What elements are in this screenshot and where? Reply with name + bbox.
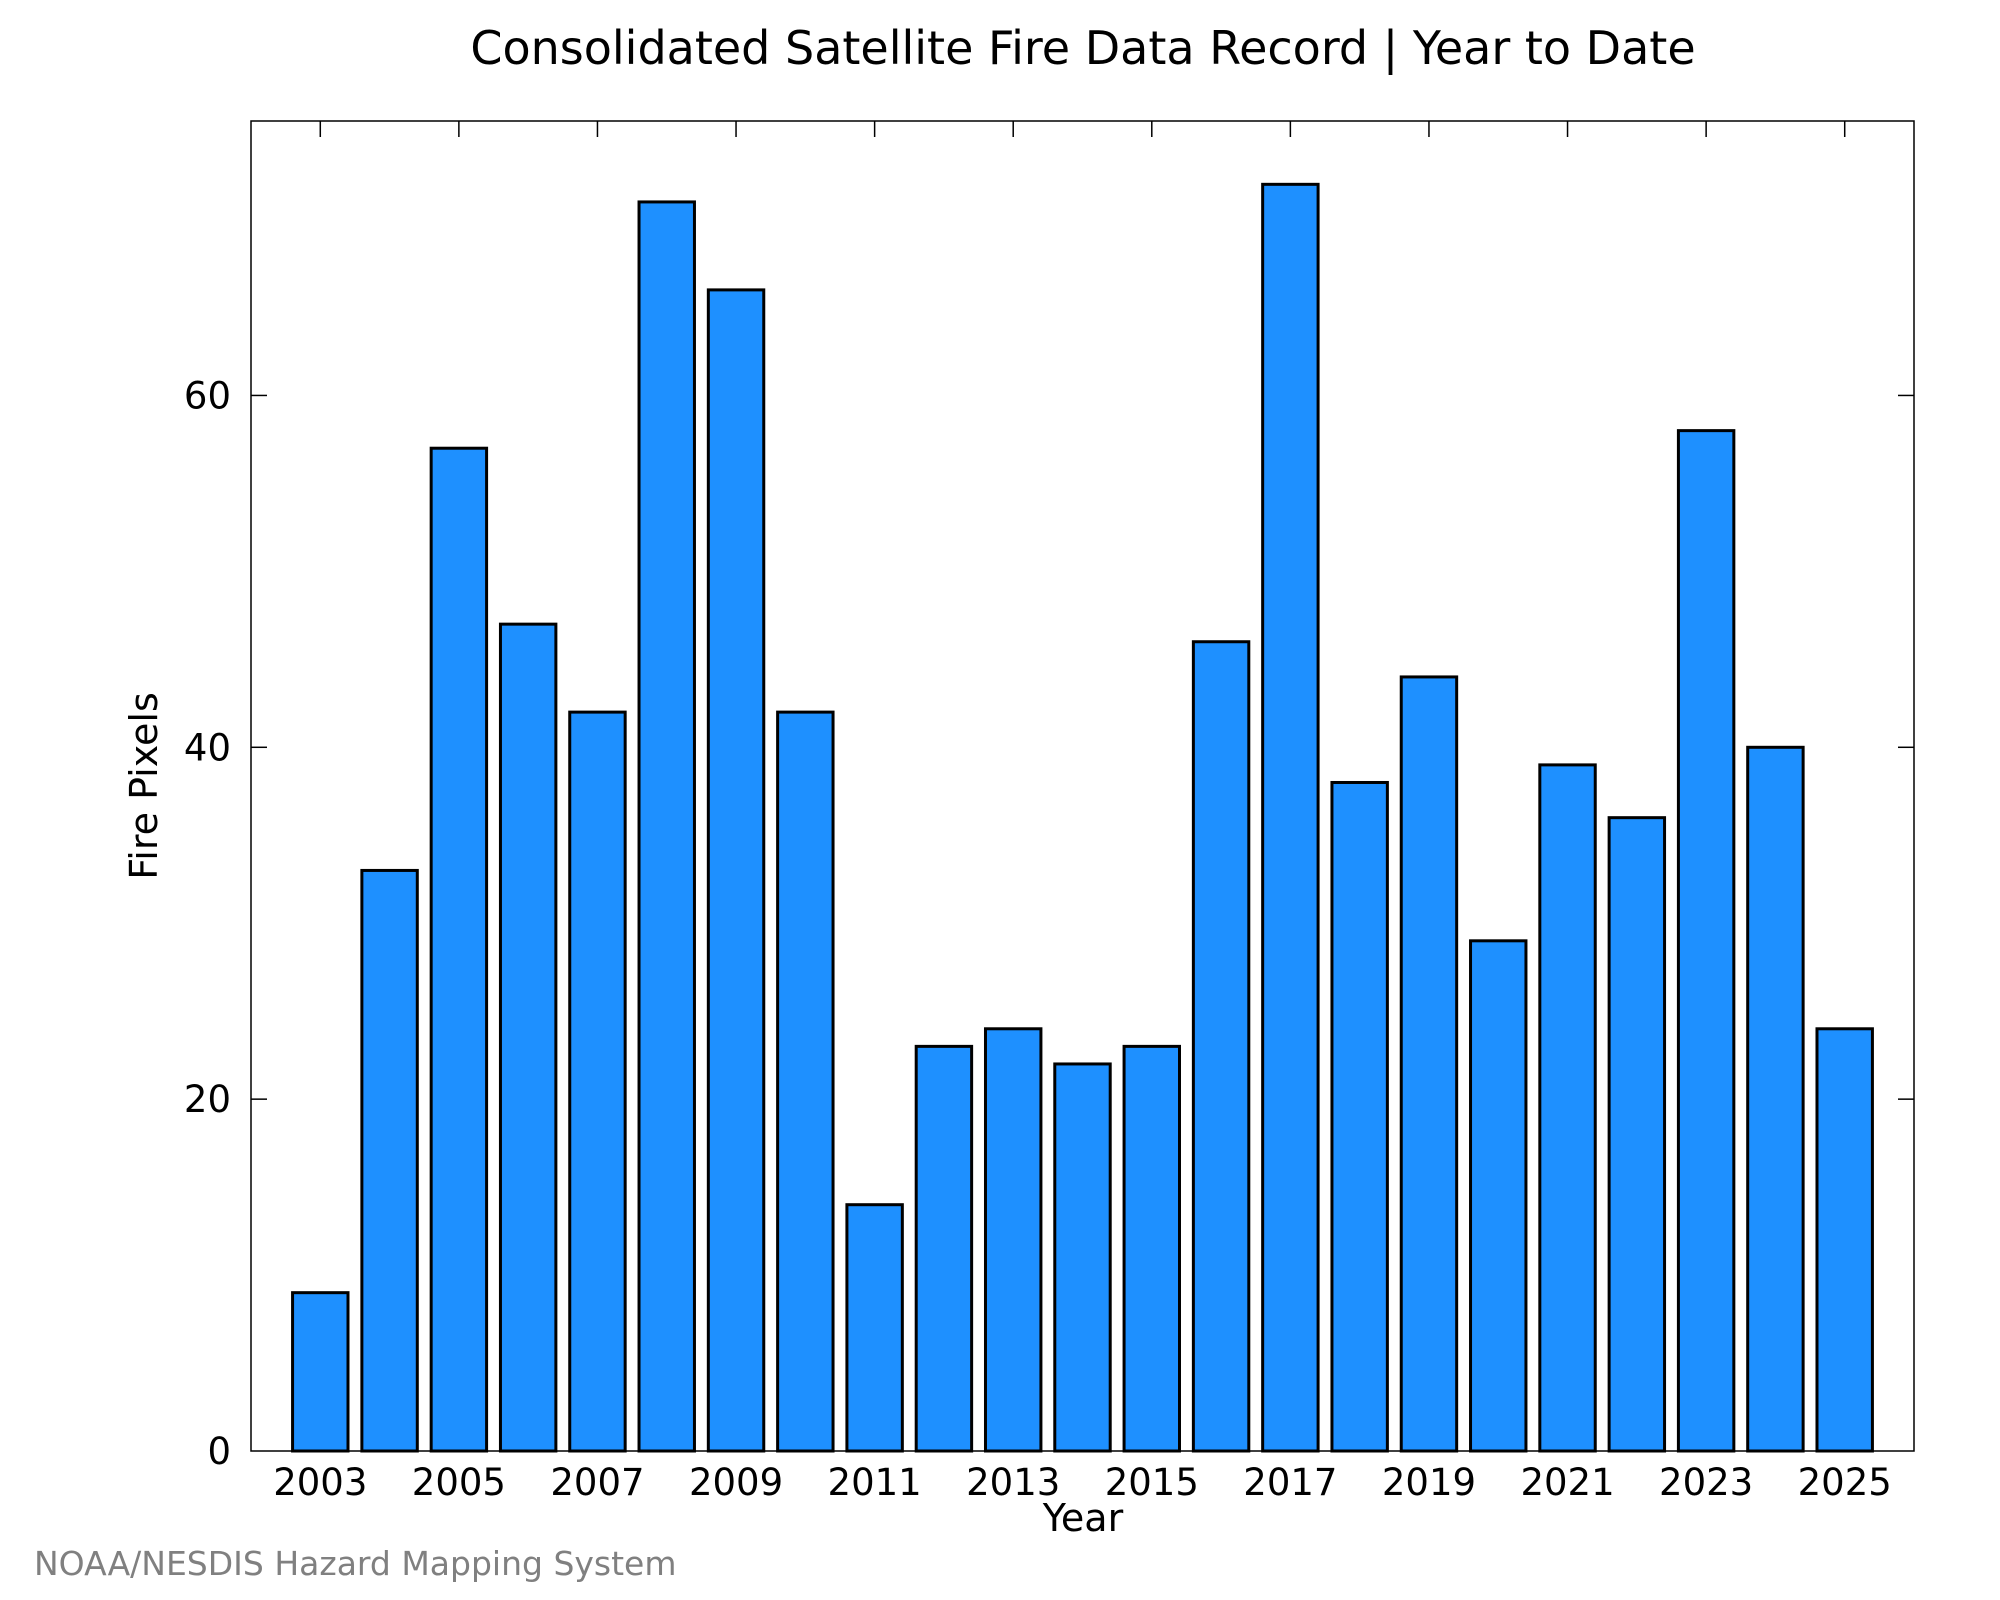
bar-2011 <box>845 1203 904 1453</box>
x-tick-label-2003: 2003 <box>273 1461 367 1504</box>
x-tick-label-2005: 2005 <box>412 1461 506 1504</box>
bar-2022 <box>1607 816 1667 1453</box>
x-tick-label-2011: 2011 <box>828 1461 922 1504</box>
x-tick-label-2021: 2021 <box>1520 1461 1614 1504</box>
bar-2013 <box>983 1027 1043 1453</box>
bar-2021 <box>1538 763 1597 1453</box>
bar-2008 <box>637 200 696 1453</box>
bar-2009 <box>706 288 766 1453</box>
bar-2020 <box>1469 939 1528 1453</box>
y-tick-label-40: 40 <box>184 726 231 769</box>
bar-2012 <box>914 1044 974 1453</box>
bar-2023 <box>1676 429 1736 1453</box>
bar-2025 <box>1815 1027 1874 1453</box>
bars <box>291 182 1874 1453</box>
y-axis-label: Fire Pixels <box>122 692 166 880</box>
bar-2015 <box>1122 1044 1181 1453</box>
x-tick-label-2009: 2009 <box>689 1461 783 1504</box>
x-tick-label-2023: 2023 <box>1659 1461 1753 1504</box>
y-tick-label-60: 60 <box>184 374 231 417</box>
credit-text: NOAA/NESDIS Hazard Mapping System <box>34 1544 677 1583</box>
bar-2003 <box>291 1291 350 1453</box>
bar-2005 <box>429 446 489 1453</box>
bar-2006 <box>498 622 558 1453</box>
bar-2018 <box>1330 780 1389 1453</box>
x-tick-label-2025: 2025 <box>1798 1461 1892 1504</box>
x-tick-label-2013: 2013 <box>966 1461 1060 1504</box>
bar-2016 <box>1191 640 1251 1453</box>
bar-2004 <box>360 868 419 1453</box>
bar-2010 <box>776 710 835 1453</box>
bar-2007 <box>568 710 627 1453</box>
y-tick-label-20: 20 <box>184 1078 231 1121</box>
chart-title: Consolidated Satellite Fire Data Record … <box>470 21 1695 76</box>
y-tick-label-0: 0 <box>207 1430 231 1473</box>
plot-frame <box>250 120 1915 1452</box>
bar-2019 <box>1399 675 1459 1453</box>
x-axis-label: Year <box>1042 1496 1124 1540</box>
x-tick-label-2019: 2019 <box>1382 1461 1476 1504</box>
x-tick-label-2007: 2007 <box>550 1461 644 1504</box>
bar-2017 <box>1261 182 1320 1453</box>
bar-2014 <box>1053 1062 1112 1453</box>
x-tick-label-2015: 2015 <box>1105 1461 1199 1504</box>
x-tick-label-2017: 2017 <box>1243 1461 1337 1504</box>
tick-labels: 2003 2005 2007 2009 2011 2013 2015 2017 2019 2021… <box>184 374 1892 1504</box>
bar-2024 <box>1746 745 1805 1453</box>
